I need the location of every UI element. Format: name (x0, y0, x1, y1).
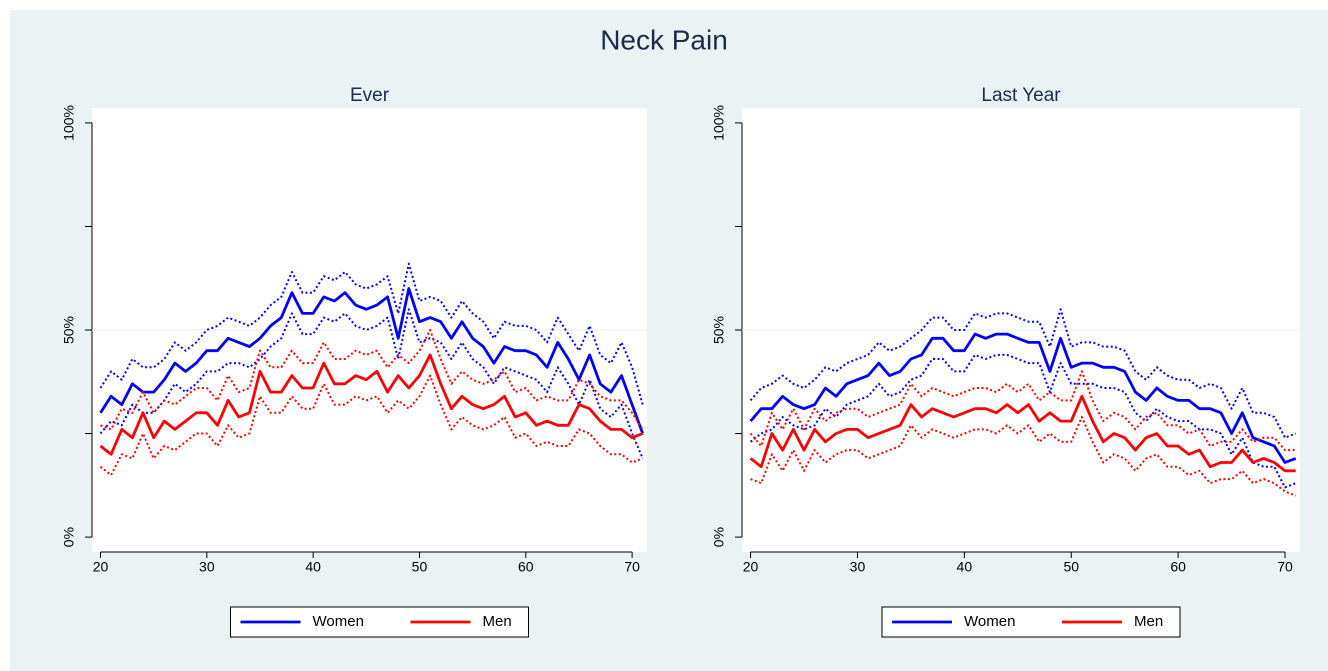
confidence-line (749, 308, 1297, 439)
x-tick-label: 30 (850, 559, 866, 575)
legend-label: Women (313, 613, 364, 630)
confidence-line (100, 329, 644, 431)
y-tick-label: 100% (711, 105, 727, 141)
x-tick-label: 50 (412, 559, 428, 575)
confidence-line (749, 370, 1296, 452)
legend-label: Men (483, 613, 512, 630)
y-tick-label: 50% (711, 316, 727, 344)
x-tick-label: 40 (305, 559, 321, 575)
x-tick-label: 40 (957, 559, 973, 575)
series-line (99, 353, 644, 456)
confidence-line (99, 262, 644, 405)
confidence-line (750, 416, 1297, 497)
y-tick-label: 0% (61, 527, 77, 547)
legend-label: Men (1134, 613, 1163, 630)
legend-label: Women (964, 613, 1015, 630)
x-tick-label: 50 (1063, 559, 1079, 575)
series-line (749, 332, 1297, 464)
confidence-line (99, 308, 644, 459)
series-line (749, 394, 1296, 473)
x-tick-label: 60 (1170, 559, 1186, 575)
x-tick-label: 70 (624, 559, 640, 575)
x-tick-label: 30 (199, 559, 215, 575)
panel-title: Ever (350, 85, 390, 106)
y-tick-label: 100% (61, 105, 77, 141)
chart-title: Neck Pain (600, 24, 728, 55)
x-tick-label: 60 (518, 559, 534, 575)
y-tick-label: 0% (711, 527, 727, 547)
y-tick-label: 50% (61, 316, 77, 344)
confidence-line (99, 374, 644, 476)
x-tick-label: 20 (743, 559, 759, 575)
x-tick-label: 70 (1277, 559, 1293, 575)
panel-title: Last Year (981, 85, 1061, 106)
series-line (99, 287, 645, 434)
x-tick-label: 20 (93, 559, 109, 575)
